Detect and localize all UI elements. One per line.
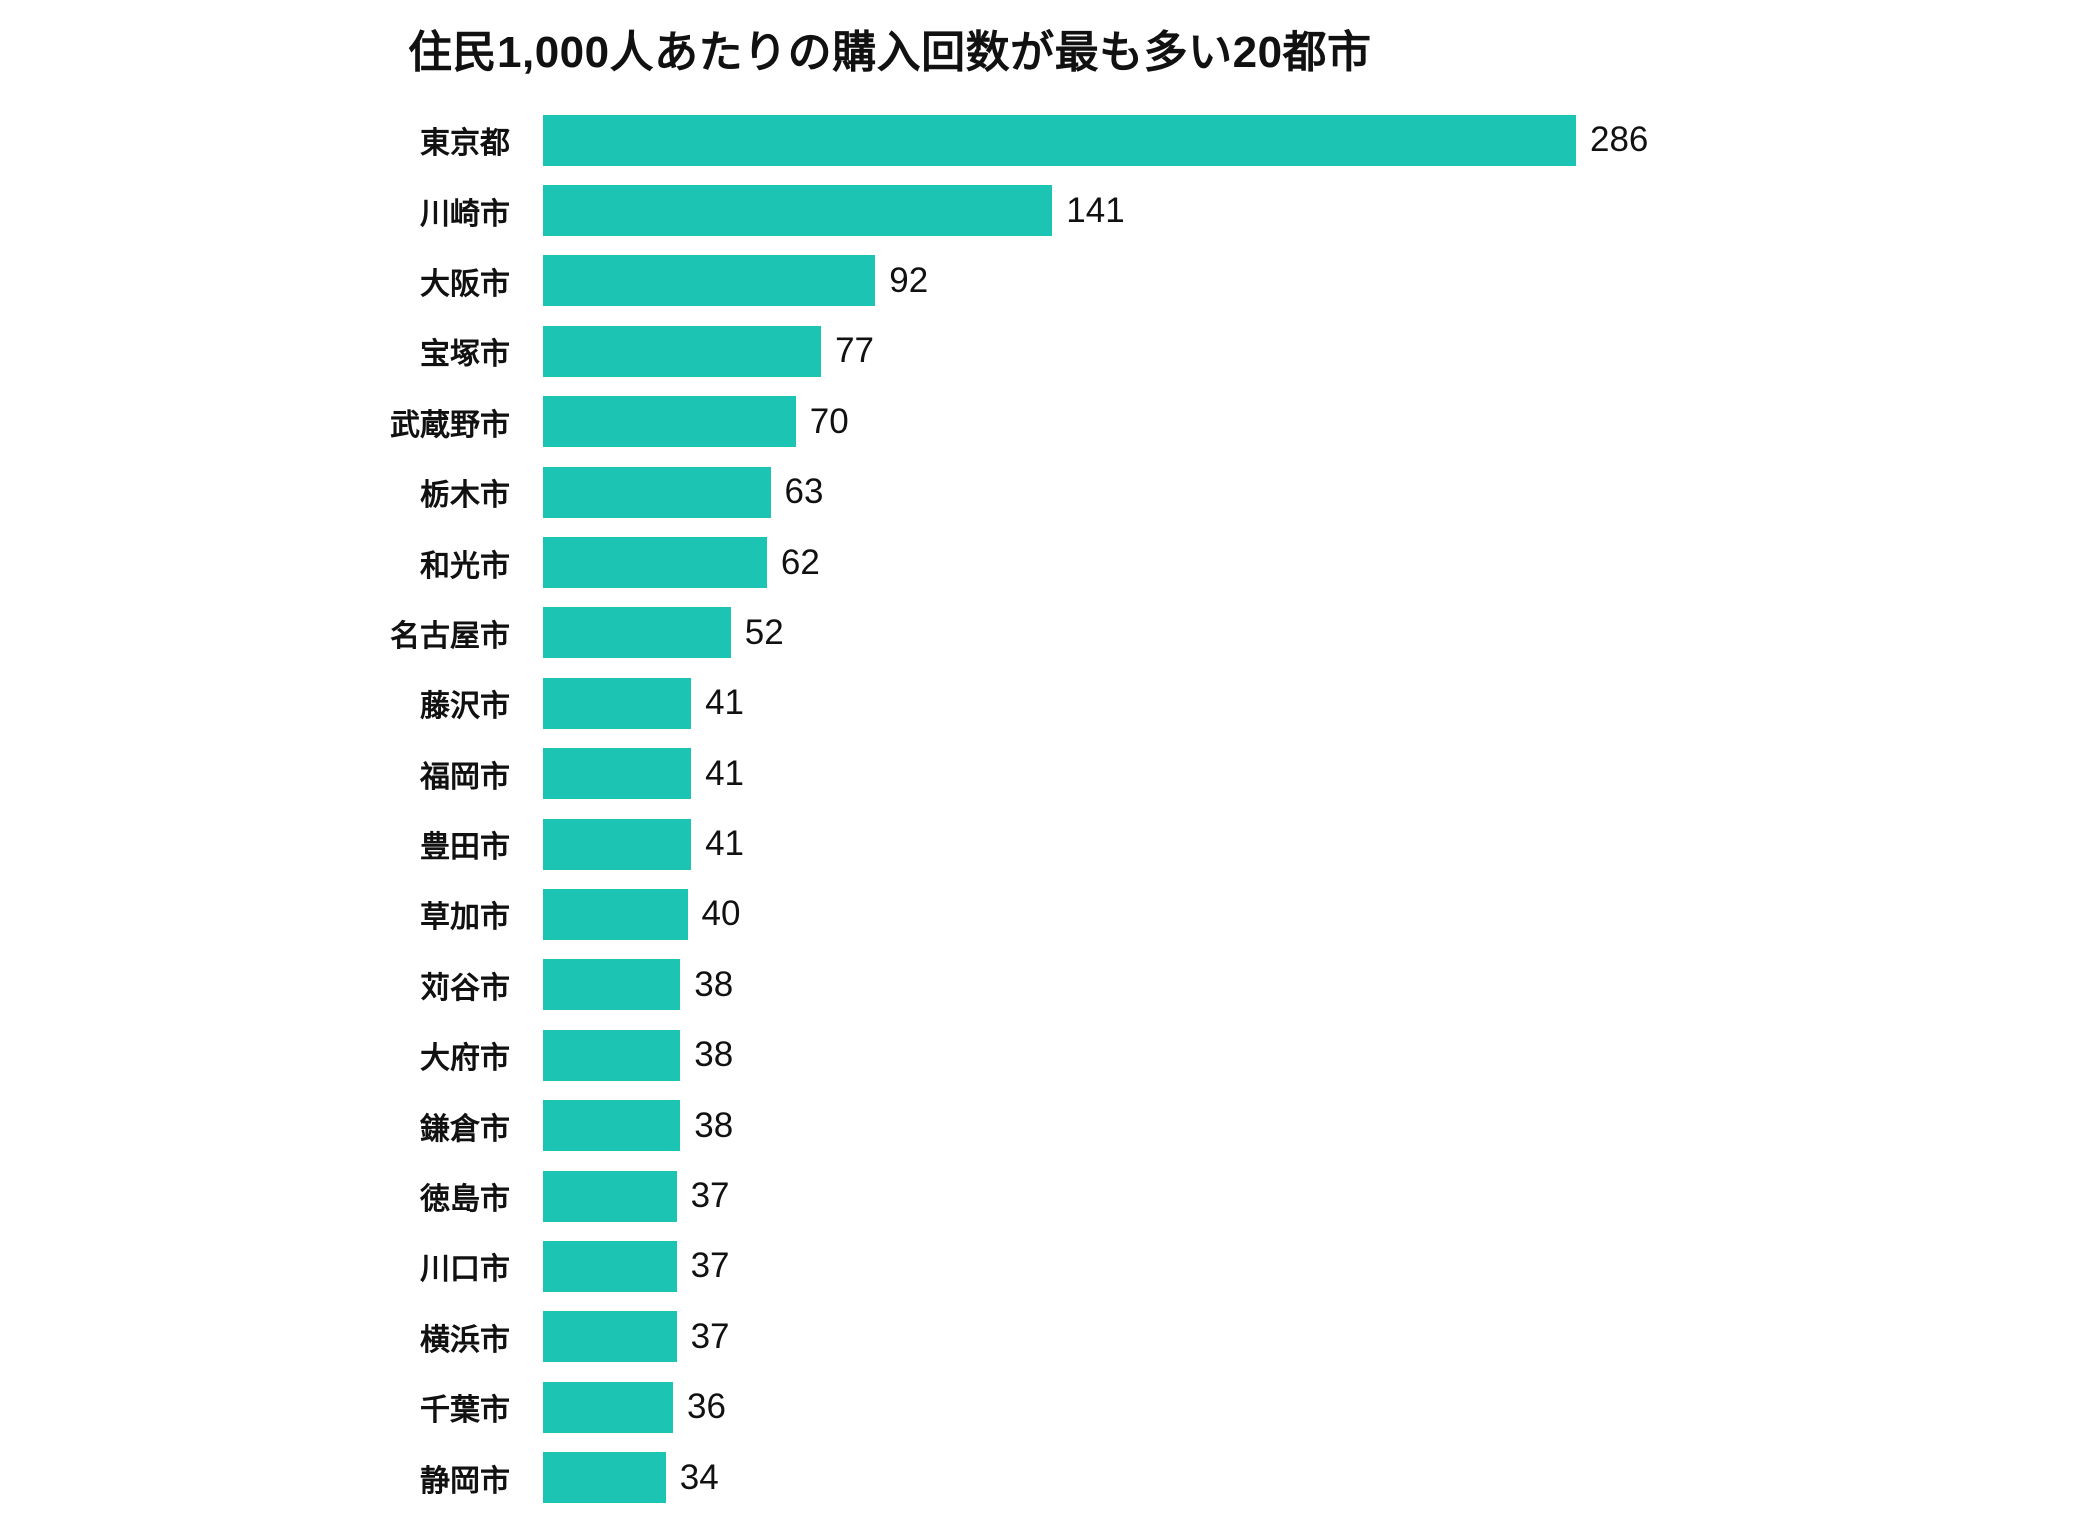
category-label: 鎌倉市: [420, 1112, 510, 1146]
bar-row: 草加市 40: [0, 879, 2080, 949]
value-label: 63: [784, 472, 824, 512]
value-label: 38: [694, 1105, 734, 1145]
value-label: 41: [705, 683, 745, 723]
bar: [543, 396, 796, 448]
category-label: 和光市: [420, 549, 510, 583]
category-label: 武蔵野市: [390, 408, 510, 442]
bar: [543, 1170, 677, 1222]
category-label: 大阪市: [420, 267, 510, 301]
value-label: 62: [780, 542, 820, 582]
bar-row: 川崎市 141: [0, 175, 2080, 245]
value-label: 38: [694, 964, 734, 1004]
bar-row: 静岡市 34: [0, 1442, 2080, 1512]
bar: [543, 1311, 677, 1363]
bar: [543, 1240, 677, 1292]
bar: [543, 114, 1576, 166]
chart-title: 住民1,000人あたりの購入回数が最も多い20都市: [408, 28, 1372, 77]
bar-row: 鎌倉市 38: [0, 1090, 2080, 1160]
value-label: 37: [690, 1246, 730, 1286]
category-label: 川崎市: [420, 197, 510, 231]
bar-row: 川口市 37: [0, 1231, 2080, 1301]
bar-row: 豊田市 41: [0, 809, 2080, 879]
value-label: 92: [889, 260, 929, 300]
value-label: 41: [705, 753, 745, 793]
category-label: 豊田市: [420, 831, 510, 865]
bar: [543, 1029, 681, 1081]
bar-row: 東京都 286: [0, 105, 2080, 175]
category-label: 川口市: [420, 1253, 510, 1287]
bar: [543, 466, 771, 518]
value-label: 38: [694, 1035, 734, 1075]
bar-row: 千葉市 36: [0, 1372, 2080, 1442]
bar: [543, 185, 1053, 237]
category-label: 静岡市: [420, 1464, 510, 1498]
bar-row: 苅谷市 38: [0, 950, 2080, 1020]
category-label: 苅谷市: [420, 971, 510, 1005]
value-label: 286: [1590, 120, 1649, 160]
bar: [543, 677, 692, 729]
value-label: 141: [1066, 190, 1125, 230]
value-label: 52: [744, 612, 784, 652]
bar-row: 名古屋市 52: [0, 598, 2080, 668]
bar: [543, 325, 822, 377]
bar-row: 藤沢市 41: [0, 668, 2080, 738]
category-label: 藤沢市: [420, 690, 510, 724]
bar: [543, 888, 688, 940]
bar-row: 福岡市 41: [0, 739, 2080, 809]
bar-row: 大府市 38: [0, 1020, 2080, 1090]
bar-row: 宝塚市 77: [0, 316, 2080, 386]
bar-row: 栃木市 63: [0, 457, 2080, 527]
bar: [543, 748, 692, 800]
value-label: 77: [835, 331, 875, 371]
category-label: 名古屋市: [390, 619, 510, 653]
category-label: 宝塚市: [420, 338, 510, 372]
bar-row: 徳島市 37: [0, 1161, 2080, 1231]
chart-rows: 東京都 286 川崎市 141 大阪市 92 宝塚市 77 武蔵野市 70 栃木…: [0, 105, 2080, 1513]
category-label: 草加市: [420, 901, 510, 935]
value-label: 70: [809, 401, 849, 441]
value-label: 36: [687, 1387, 726, 1427]
bar: [543, 607, 731, 659]
bar: [543, 255, 876, 307]
bar: [543, 1100, 681, 1152]
value-label: 40: [701, 894, 741, 934]
bar: [543, 537, 767, 589]
bar-row: 大阪市 92: [0, 246, 2080, 316]
category-label: 福岡市: [420, 760, 510, 794]
value-label: 41: [705, 824, 745, 864]
category-label: 東京都: [420, 127, 510, 161]
bar: [543, 959, 681, 1011]
bar: [543, 1381, 673, 1433]
category-label: 横浜市: [420, 1323, 510, 1357]
bar-row: 横浜市 37: [0, 1302, 2080, 1372]
value-label: 34: [679, 1457, 719, 1497]
category-label: 栃木市: [420, 479, 510, 513]
bar-row: 和光市 62: [0, 527, 2080, 597]
bar-row: 武蔵野市 70: [0, 387, 2080, 457]
bar: [543, 1452, 666, 1504]
category-label: 大府市: [420, 1042, 510, 1076]
category-label: 千葉市: [420, 1394, 510, 1428]
category-label: 徳島市: [420, 1183, 510, 1217]
value-label: 37: [690, 1316, 730, 1356]
bar: [543, 818, 692, 870]
value-label: 37: [690, 1176, 730, 1216]
